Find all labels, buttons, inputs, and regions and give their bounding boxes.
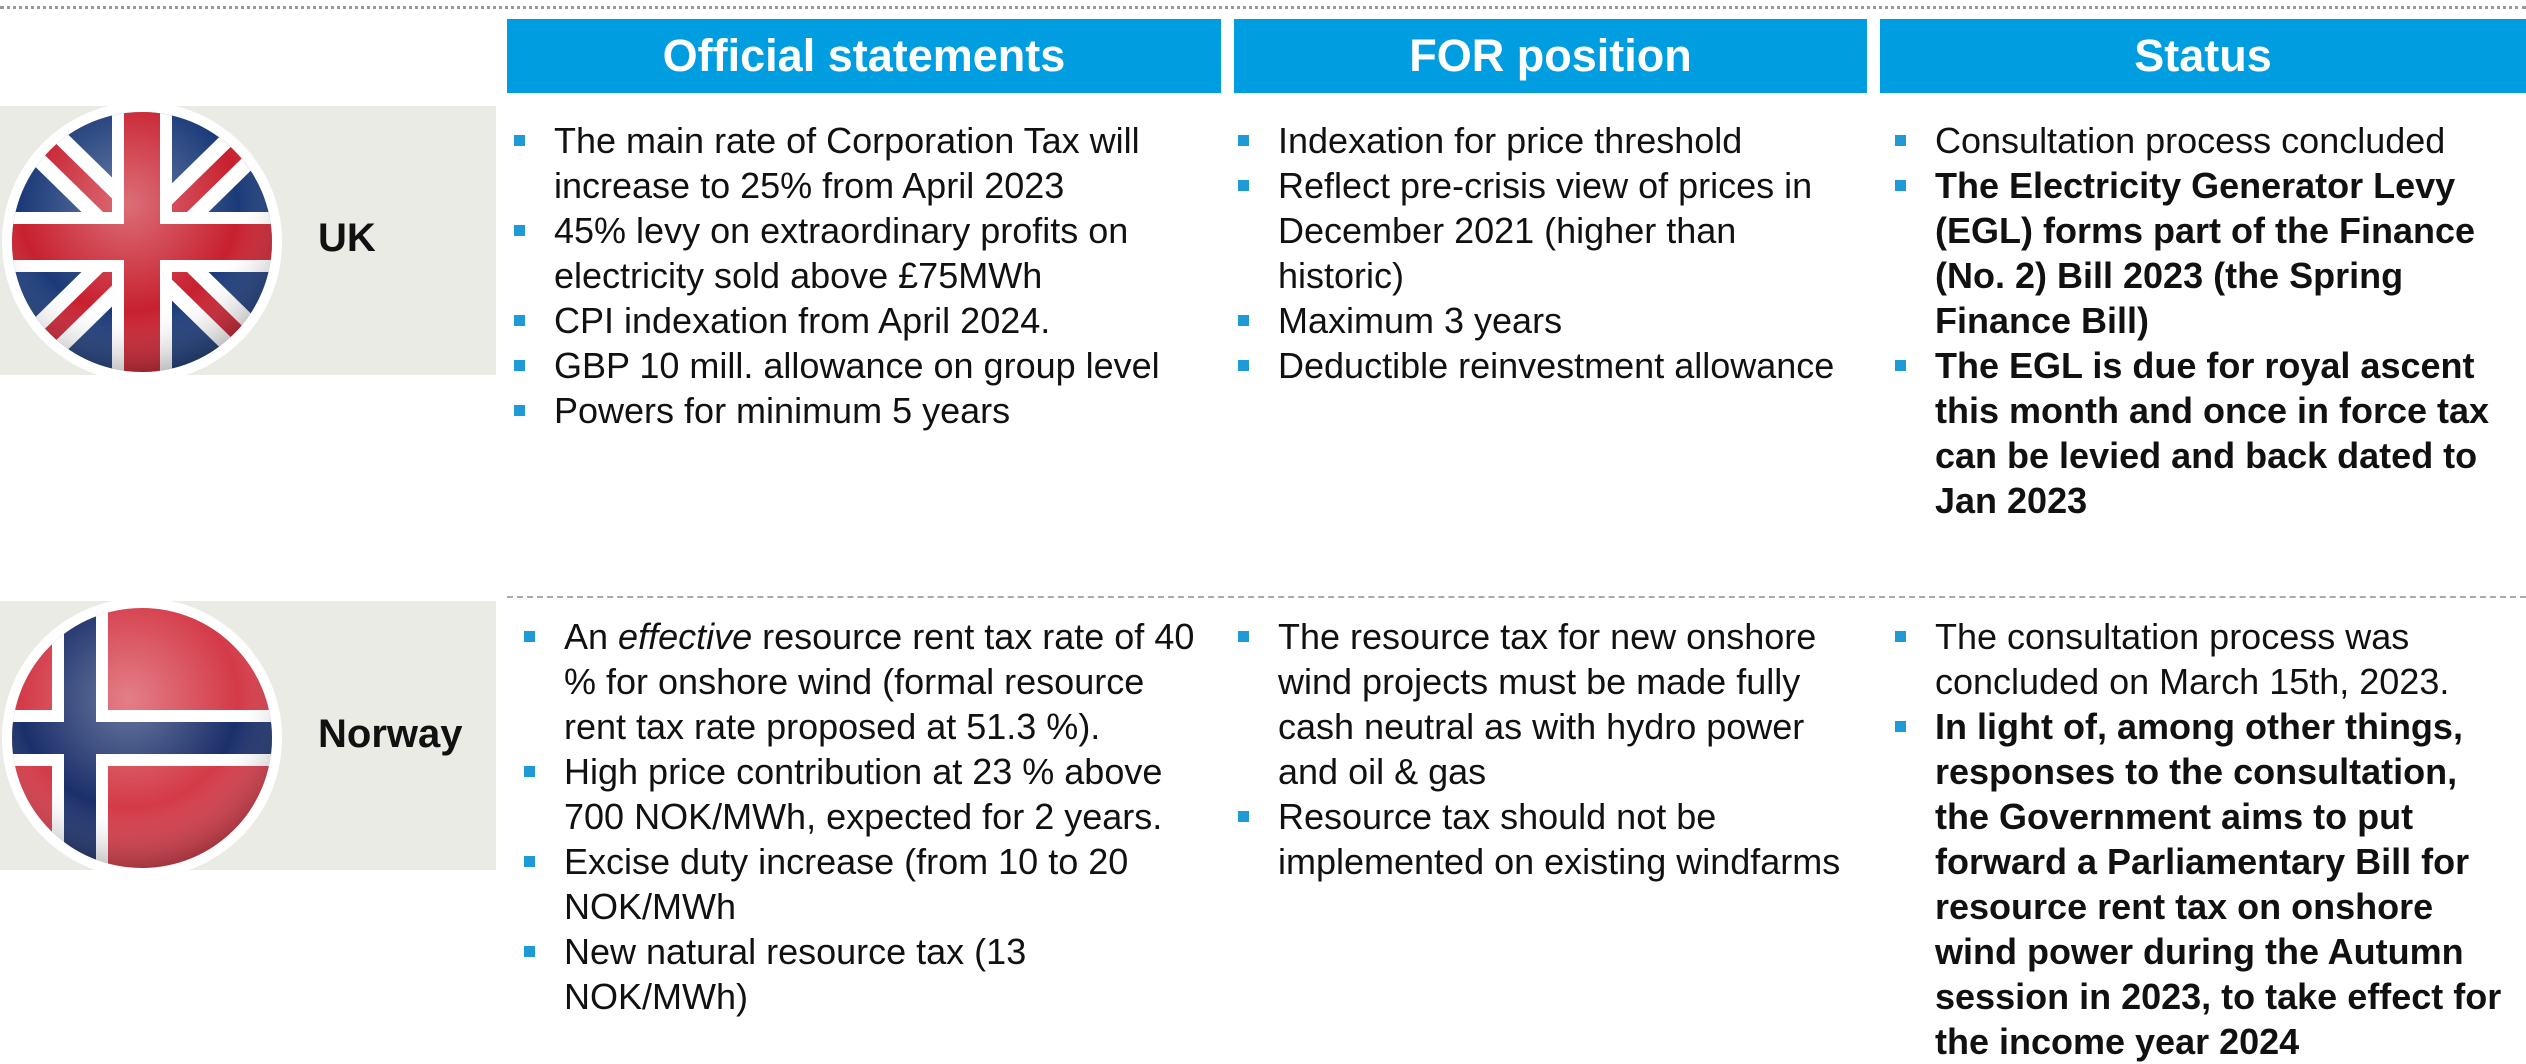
bullet-item: The Electricity Generator Levy (EGL) for… <box>1895 163 2520 343</box>
bullet-item: The main rate of Corporation Tax will in… <box>514 118 1194 208</box>
text-run: GBP 10 mill. allowance on group level <box>554 345 1160 386</box>
bullet-item: Consultation process concluded <box>1895 118 2520 163</box>
text-run: 45% levy on extraordinary profits on ele… <box>554 210 1129 296</box>
country-label: UK <box>318 216 376 260</box>
uk-flag <box>2 102 282 382</box>
bullet-item: Deductible reinvestment allowance <box>1238 343 1858 388</box>
text-run: CPI indexation from April 2024. <box>554 300 1051 341</box>
bullet-item: GBP 10 mill. allowance on group level <box>514 343 1194 388</box>
bullet-item: CPI indexation from April 2024. <box>514 298 1194 343</box>
text-run: The main rate of Corporation Tax will in… <box>554 120 1140 206</box>
bullet-item: Maximum 3 years <box>1238 298 1858 343</box>
text-run: Excise duty increase (from 10 to 20 NOK/… <box>564 841 1129 927</box>
text-run: Maximum 3 years <box>1278 300 1563 341</box>
bullet-item: The consultation process was concluded o… <box>1895 614 2520 704</box>
bullet-list: An effective resource rent tax rate of 4… <box>524 614 1204 1019</box>
bullet-item: An effective resource rent tax rate of 4… <box>524 614 1204 749</box>
text-run: Deductible reinvestment allowance <box>1278 345 1835 386</box>
header: FOR position <box>1234 19 1867 93</box>
text-run: resource rent tax rate of 40 % for onsho… <box>564 616 1195 747</box>
text-run: effective <box>618 616 753 657</box>
text-run: Indexation for price threshold <box>1278 120 1743 161</box>
bullet-list: The resource tax for new onshore wind pr… <box>1238 614 1858 884</box>
text-run: High price contribution at 23 % above 70… <box>564 751 1163 837</box>
text-run: In light of, among other things, respons… <box>1935 706 2502 1062</box>
text-run: Powers for minimum 5 years <box>554 390 1011 431</box>
bullet-item: The EGL is due for royal ascent this mon… <box>1895 343 2520 523</box>
text-run: The Electricity Generator Levy (EGL) for… <box>1935 165 2476 341</box>
header: Status <box>1880 19 2526 93</box>
text-run: Reflect pre-crisis view of prices in Dec… <box>1278 165 1813 296</box>
text-run: The resource tax for new onshore wind pr… <box>1278 616 1817 792</box>
bullet-item: The resource tax for new onshore wind pr… <box>1238 614 1858 794</box>
text-run: New natural resource tax (13 NOK/MWh) <box>564 931 1027 1017</box>
bullet-item: 45% levy on extraordinary profits on ele… <box>514 208 1194 298</box>
country-label: Norway <box>318 712 463 756</box>
top-rule <box>0 6 2526 9</box>
text-run: The consultation process was concluded o… <box>1935 616 2450 702</box>
bullet-list: The main rate of Corporation Tax will in… <box>514 118 1194 433</box>
bullet-item: Reflect pre-crisis view of prices in Dec… <box>1238 163 1858 298</box>
header: Official statements <box>507 19 1221 93</box>
row-separator <box>507 596 2526 598</box>
bullet-item: High price contribution at 23 % above 70… <box>524 749 1204 839</box>
bullet-item: Powers for minimum 5 years <box>514 388 1194 433</box>
bullet-list: The consultation process was concluded o… <box>1895 614 2520 1064</box>
text-run: The EGL is due for royal ascent this mon… <box>1935 345 2490 521</box>
norway-flag <box>2 598 282 878</box>
bullet-item: Excise duty increase (from 10 to 20 NOK/… <box>524 839 1204 929</box>
text-run: Resource tax should not be implemented o… <box>1278 796 1841 882</box>
text-run: An <box>564 616 619 657</box>
bullet-list: Consultation process concluded The Electr… <box>1895 118 2520 523</box>
bullet-list: Indexation for price threshold Reflect pr… <box>1238 118 1858 388</box>
bullet-item: Resource tax should not be implemented o… <box>1238 794 1858 884</box>
bullet-item: New natural resource tax (13 NOK/MWh) <box>524 929 1204 1019</box>
text-run: Consultation process concluded <box>1935 120 2446 161</box>
bullet-item: Indexation for price threshold <box>1238 118 1858 163</box>
bullet-item: In light of, among other things, respons… <box>1895 704 2520 1064</box>
